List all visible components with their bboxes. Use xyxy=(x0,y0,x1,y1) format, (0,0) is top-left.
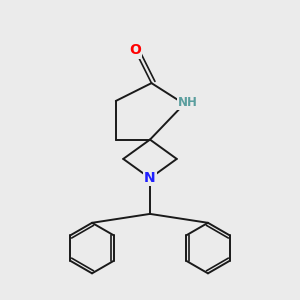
Text: N: N xyxy=(144,171,156,185)
Text: NH: NH xyxy=(178,96,198,109)
Text: O: O xyxy=(129,44,141,57)
